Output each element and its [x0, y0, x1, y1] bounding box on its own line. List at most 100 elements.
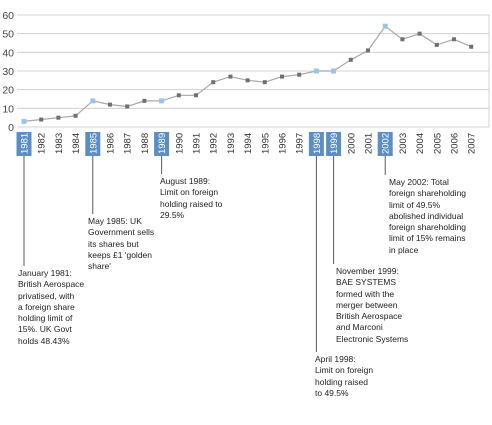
data-point-1981	[21, 118, 27, 124]
data-point-1986	[108, 102, 112, 107]
data-point-1997	[297, 72, 302, 77]
data-point-1996	[280, 74, 284, 79]
annotation-1985: May 1985: UK Government sells its shares b…	[88, 216, 154, 272]
annotation-1989: August 1989: Limit on foreign holding rais…	[160, 176, 222, 221]
annotation-line: holds 48.43%	[18, 335, 70, 346]
annotation-1999: November 1999: BAE SYSTEMS formed with the…	[336, 266, 408, 345]
annotation-line: Electronic Systems	[336, 333, 409, 344]
x-tick-label: 1992	[209, 133, 220, 154]
data-point-1987	[125, 104, 130, 109]
data-point-1995	[262, 80, 267, 85]
y-tick-label: 60	[2, 10, 14, 22]
annotation-line: limit of 49.5%	[389, 199, 441, 210]
year-highlight-box-1989	[154, 132, 170, 156]
data-point-2005	[434, 42, 439, 47]
annotation-line: keeps £1 'golden	[88, 249, 153, 260]
annotation-line: 15%. UK Govt	[18, 324, 72, 335]
data-point-1988	[142, 98, 147, 103]
y-tick-label: 10	[2, 103, 14, 115]
x-tick-label: 1991	[192, 133, 203, 154]
data-point-1999	[331, 68, 337, 74]
data-point-1992	[211, 80, 216, 85]
data-point-1994	[245, 78, 250, 83]
annotation-line: January 1981:	[18, 268, 72, 278]
annotation-line: Government sells	[88, 227, 155, 238]
data-point-2000	[348, 57, 353, 62]
annotation-line: BAE SYSTEMS	[336, 277, 396, 288]
annotation-line: its shares but	[88, 238, 139, 249]
annotation-1981: January 1981: British Aerospace privatised…	[18, 268, 84, 347]
annotation-line: privatised, with	[18, 290, 75, 301]
annotation-line: holding raised	[315, 376, 368, 387]
annotation-line: abolished individual	[389, 210, 464, 221]
year-highlight-box-1985	[85, 132, 101, 156]
year-highlight-box-1998	[308, 132, 324, 156]
annotation-line: Limit on foreign	[160, 187, 219, 198]
x-tick-label: 1990	[174, 133, 185, 154]
y-tick-label: 0	[8, 122, 14, 134]
data-point-2004	[417, 31, 422, 36]
data-point-2003	[400, 37, 405, 42]
x-tick-label: 1998	[312, 133, 323, 154]
x-tick-label: 1988	[140, 133, 151, 154]
data-point-1991	[194, 93, 198, 98]
y-tick-label: 30	[2, 66, 14, 78]
annotation-line: share'	[88, 261, 111, 272]
x-tick-label: 1999	[329, 133, 340, 154]
annotation-line: Limit on foreign	[315, 365, 374, 376]
annotation-line: 29.5%	[160, 209, 185, 220]
x-tick-label: 2000	[346, 133, 357, 154]
annotation-line: August 1989:	[160, 176, 211, 186]
annotation-line: to 49.5%	[315, 387, 349, 398]
annotation-line: holding limit of	[18, 313, 73, 324]
year-highlight-box-2002	[377, 132, 393, 156]
year-highlight-box-1999	[326, 132, 342, 156]
x-tick-label: 1983	[54, 133, 65, 154]
annotation-line: foreign shareholding	[389, 222, 467, 233]
annotation-line: in place	[389, 244, 419, 255]
x-tick-label: 1997	[295, 133, 306, 154]
data-point-1990	[176, 93, 181, 98]
annotation-line: British Aerospace	[336, 311, 403, 322]
data-point-2002	[382, 23, 388, 29]
y-tick-label: 40	[2, 47, 14, 59]
data-point-2007	[469, 44, 474, 49]
x-tick-label: 2003	[398, 133, 409, 154]
x-tick-label: 1995	[260, 133, 271, 154]
x-tick-label: 1985	[88, 133, 99, 154]
annotation-line: British Aerospace	[18, 279, 85, 290]
data-point-1989	[159, 98, 165, 104]
x-tick-label: 1984	[71, 133, 82, 154]
annotation-line: November 1999:	[336, 266, 399, 276]
data-point-1985	[90, 98, 96, 104]
x-tick-label: 2001	[364, 133, 375, 154]
x-tick-label: 2005	[432, 133, 443, 154]
annotation-line: a foreign share	[18, 301, 75, 312]
x-tick-label: 2007	[467, 133, 478, 154]
x-tick-label: 2006	[450, 133, 461, 154]
x-tick-label: 1996	[278, 133, 289, 154]
x-tick-label: 1982	[37, 133, 48, 154]
x-tick-label: 1987	[123, 133, 134, 154]
annotation-line: May 2002: Total	[389, 177, 449, 187]
data-point-1984	[73, 113, 78, 118]
x-tick-label: 2004	[415, 133, 426, 154]
x-tick-label: 1994	[243, 133, 254, 154]
annotation-line: April 1998:	[315, 354, 356, 364]
data-point-1982	[39, 117, 44, 122]
x-tick-label: 1993	[226, 133, 237, 154]
x-tick-label: 1989	[157, 133, 168, 154]
x-tick-label: 1981	[20, 133, 31, 154]
annotation-line: May 1985: UK	[88, 216, 142, 226]
annotation-line: and Marconi	[336, 322, 383, 333]
y-tick-label: 20	[2, 85, 14, 97]
annotation-line: limit of 15% remains	[389, 233, 466, 244]
x-tick-label: 2002	[381, 133, 392, 154]
annotation-line: merger between	[336, 299, 398, 310]
annotation-line: foreign shareholding	[389, 188, 467, 199]
y-tick-label: 50	[2, 29, 14, 41]
data-point-1983	[56, 115, 61, 120]
annotation-1998: April 1998: Limit on foreign holding raise…	[315, 354, 373, 399]
year-highlight-box-1981	[16, 132, 32, 156]
